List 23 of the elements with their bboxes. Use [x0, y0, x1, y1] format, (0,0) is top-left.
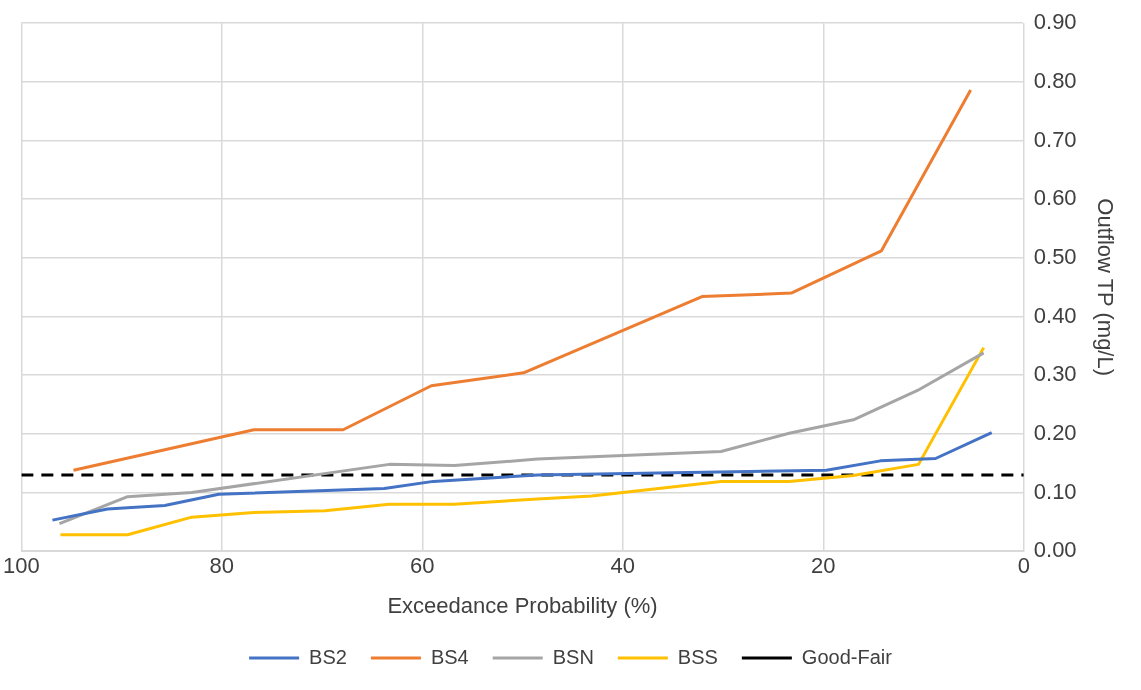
- y-tick-label: 0.70: [1033, 126, 1077, 152]
- legend-label: BSN: [552, 645, 594, 668]
- x-tick-label: 0: [1017, 553, 1030, 579]
- x-tick-label: 80: [209, 553, 235, 579]
- y-tick-label: 0.30: [1033, 361, 1077, 387]
- x-tick-label: 100: [2, 553, 40, 579]
- y-tick-label: 0.90: [1033, 9, 1077, 35]
- x-axis-title: Exceedance Probability (%): [387, 592, 658, 618]
- y-tick-label: 0.00: [1033, 537, 1077, 563]
- y-tick-label: 0.10: [1033, 478, 1077, 504]
- legend-label: Good-Fair: [801, 645, 893, 668]
- y-axis-title: Outflow TP (mg/L): [1092, 198, 1118, 377]
- y-tick-label: 0.60: [1033, 185, 1077, 211]
- x-tick-label: 60: [410, 553, 435, 579]
- legend-label: BSS: [677, 645, 718, 668]
- y-tick-label: 0.40: [1033, 302, 1077, 328]
- x-tick-label: 20: [811, 553, 836, 579]
- y-tick-label: 0.80: [1033, 67, 1077, 93]
- legend-label: BS4: [430, 645, 469, 668]
- y-tick-label: 0.50: [1033, 243, 1077, 269]
- legend-label: BS2: [309, 645, 347, 668]
- y-tick-label: 0.20: [1033, 419, 1077, 445]
- x-tick-label: 40: [610, 553, 636, 579]
